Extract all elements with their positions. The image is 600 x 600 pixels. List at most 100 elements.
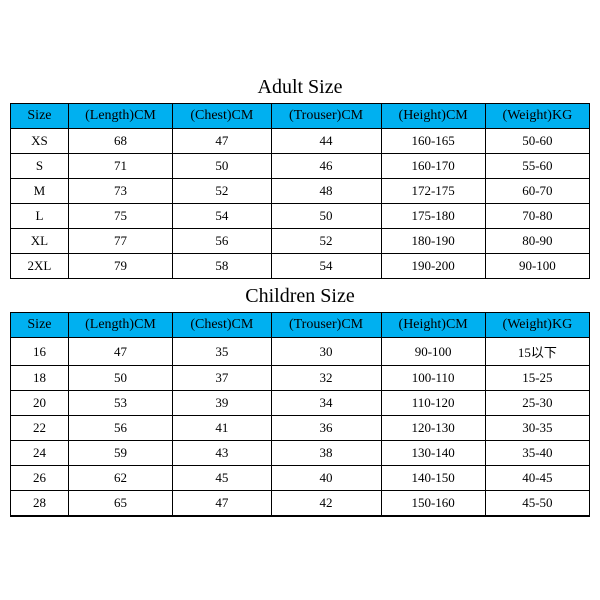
table-cell: 26 bbox=[11, 466, 69, 491]
table-cell: 60-70 bbox=[485, 179, 589, 204]
table-cell: 75 bbox=[68, 204, 172, 229]
table-cell: 160-170 bbox=[381, 154, 485, 179]
table-header-row: Size (Length)CM (Chest)CM (Trouser)CM (H… bbox=[11, 313, 590, 338]
table-cell: 55-60 bbox=[485, 154, 589, 179]
table-row: 18503732100-11015-25 bbox=[11, 366, 590, 391]
table-cell: 35-40 bbox=[485, 441, 589, 466]
table-cell: XL bbox=[11, 229, 69, 254]
table-cell: 50 bbox=[271, 204, 381, 229]
table-row: S715046160-17055-60 bbox=[11, 154, 590, 179]
table-cell: 40-45 bbox=[485, 466, 589, 491]
table-cell: 16 bbox=[11, 338, 69, 366]
children-size-title: Children Size bbox=[10, 279, 590, 312]
table-cell: 18 bbox=[11, 366, 69, 391]
table-cell: 130-140 bbox=[381, 441, 485, 466]
table-cell: 47 bbox=[173, 491, 271, 516]
table-cell: 44 bbox=[271, 129, 381, 154]
table-row: 24594338130-14035-40 bbox=[11, 441, 590, 466]
table-cell: 45-50 bbox=[485, 491, 589, 516]
table-row: 22564136120-13030-35 bbox=[11, 416, 590, 441]
col-header-trouser: (Trouser)CM bbox=[271, 313, 381, 338]
table-cell: XS bbox=[11, 129, 69, 154]
table-cell: 73 bbox=[68, 179, 172, 204]
table-cell: 52 bbox=[271, 229, 381, 254]
table-cell: 36 bbox=[271, 416, 381, 441]
table-cell: 65 bbox=[68, 491, 172, 516]
table-cell: 22 bbox=[11, 416, 69, 441]
table-cell: 190-200 bbox=[381, 254, 485, 279]
table-cell: 42 bbox=[271, 491, 381, 516]
table-cell: 58 bbox=[173, 254, 271, 279]
table-cell: 100-110 bbox=[381, 366, 485, 391]
table-cell: 77 bbox=[68, 229, 172, 254]
table-cell: 40 bbox=[271, 466, 381, 491]
table-cell: 53 bbox=[68, 391, 172, 416]
table-cell: 47 bbox=[173, 129, 271, 154]
table-cell: 71 bbox=[68, 154, 172, 179]
adult-size-tbody: XS684744160-16550-60S715046160-17055-60M… bbox=[11, 129, 590, 279]
table-cell: 56 bbox=[173, 229, 271, 254]
table-cell: S bbox=[11, 154, 69, 179]
table-cell: 90-100 bbox=[485, 254, 589, 279]
table-cell: 46 bbox=[271, 154, 381, 179]
table-cell: 50-60 bbox=[485, 129, 589, 154]
table-cell: 15-25 bbox=[485, 366, 589, 391]
table-cell: 34 bbox=[271, 391, 381, 416]
col-header-weight: (Weight)KG bbox=[485, 104, 589, 129]
table-cell: 80-90 bbox=[485, 229, 589, 254]
table-row: 20533934110-12025-30 bbox=[11, 391, 590, 416]
table-cell: 30 bbox=[271, 338, 381, 366]
table-cell: 180-190 bbox=[381, 229, 485, 254]
table-cell: 37 bbox=[173, 366, 271, 391]
table-cell: 68 bbox=[68, 129, 172, 154]
size-chart-page: Adult Size Size (Length)CM (Chest)CM (Tr… bbox=[0, 0, 600, 600]
table-cell: 120-130 bbox=[381, 416, 485, 441]
col-header-size: Size bbox=[11, 313, 69, 338]
table-row: M735248172-17560-70 bbox=[11, 179, 590, 204]
table-cell: 160-165 bbox=[381, 129, 485, 154]
table-cell: 25-30 bbox=[485, 391, 589, 416]
col-header-chest: (Chest)CM bbox=[173, 313, 271, 338]
col-header-height: (Height)CM bbox=[381, 104, 485, 129]
col-header-weight: (Weight)KG bbox=[485, 313, 589, 338]
table-row: XL775652180-19080-90 bbox=[11, 229, 590, 254]
table-cell: 15以下 bbox=[485, 338, 589, 366]
table-cell: L bbox=[11, 204, 69, 229]
col-header-length: (Length)CM bbox=[68, 104, 172, 129]
table-cell: 50 bbox=[68, 366, 172, 391]
table-cell: 41 bbox=[173, 416, 271, 441]
table-cell: 56 bbox=[68, 416, 172, 441]
table-row: XS684744160-16550-60 bbox=[11, 129, 590, 154]
table-cell: 110-120 bbox=[381, 391, 485, 416]
table-cell: 54 bbox=[271, 254, 381, 279]
children-size-tbody: 1647353090-10015以下18503732100-11015-2520… bbox=[11, 338, 590, 516]
table-row: 1647353090-10015以下 bbox=[11, 338, 590, 366]
table-cell: 172-175 bbox=[381, 179, 485, 204]
table-cell: 54 bbox=[173, 204, 271, 229]
table-cell: 48 bbox=[271, 179, 381, 204]
table-cell: 20 bbox=[11, 391, 69, 416]
adult-size-title: Adult Size bbox=[10, 70, 590, 103]
table-cell: 150-160 bbox=[381, 491, 485, 516]
children-size-table: Size (Length)CM (Chest)CM (Trouser)CM (H… bbox=[10, 312, 590, 516]
col-header-height: (Height)CM bbox=[381, 313, 485, 338]
col-header-length: (Length)CM bbox=[68, 313, 172, 338]
table-cell: 38 bbox=[271, 441, 381, 466]
col-header-size: Size bbox=[11, 104, 69, 129]
bottom-border bbox=[10, 515, 590, 517]
table-cell: 175-180 bbox=[381, 204, 485, 229]
table-cell: 28 bbox=[11, 491, 69, 516]
table-cell: 24 bbox=[11, 441, 69, 466]
table-cell: 70-80 bbox=[485, 204, 589, 229]
table-cell: 45 bbox=[173, 466, 271, 491]
table-cell: 50 bbox=[173, 154, 271, 179]
table-cell: M bbox=[11, 179, 69, 204]
table-cell: 32 bbox=[271, 366, 381, 391]
table-cell: 90-100 bbox=[381, 338, 485, 366]
table-row: L755450175-18070-80 bbox=[11, 204, 590, 229]
table-cell: 140-150 bbox=[381, 466, 485, 491]
col-header-trouser: (Trouser)CM bbox=[271, 104, 381, 129]
table-cell: 39 bbox=[173, 391, 271, 416]
col-header-chest: (Chest)CM bbox=[173, 104, 271, 129]
table-row: 28654742150-16045-50 bbox=[11, 491, 590, 516]
